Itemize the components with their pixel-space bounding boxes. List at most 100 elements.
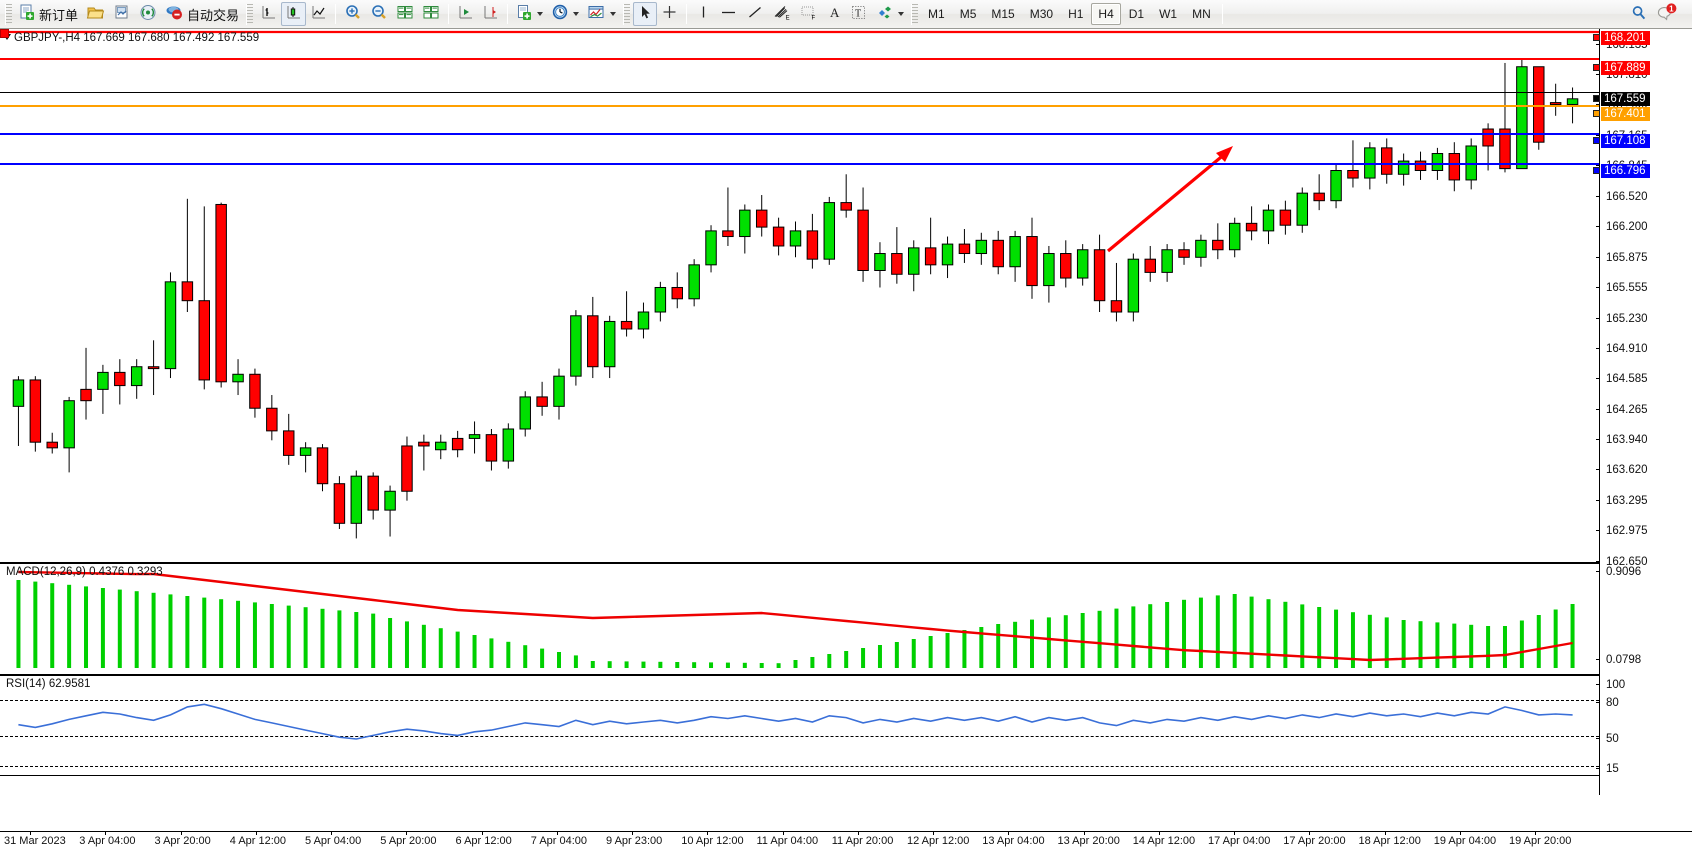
- price-tag-handle[interactable]: [1593, 166, 1600, 174]
- price-tick: 162.650: [1596, 556, 1648, 569]
- rsi-line: [18, 703, 1573, 740]
- level-line-167559[interactable]: [0, 92, 1599, 93]
- crosshair-button[interactable]: [657, 2, 682, 26]
- macd-bar: [725, 662, 730, 668]
- timeframe-d1[interactable]: D1: [1128, 7, 1145, 21]
- price-tag-168201[interactable]: 168.201: [1593, 31, 1650, 46]
- toolbar-grip-tools[interactable]: [623, 3, 631, 25]
- panel-divider-macd[interactable]: [0, 562, 1692, 564]
- folder-button[interactable]: [82, 2, 109, 26]
- panel-divider-rsi[interactable]: [0, 674, 1692, 676]
- price-tag-166796[interactable]: 166.796: [1593, 163, 1650, 178]
- price-tag-167401[interactable]: 167.401: [1593, 106, 1650, 121]
- timeframe-m5[interactable]: M5: [959, 7, 977, 21]
- macd-bar: [33, 581, 38, 668]
- timeframe-m1[interactable]: M1: [928, 7, 945, 21]
- price-tag-167108[interactable]: 167.108: [1593, 134, 1650, 149]
- chart-corner-marker[interactable]: [0, 29, 9, 38]
- chart-shift-button[interactable]: [478, 2, 503, 26]
- timeframe-m15[interactable]: M15: [991, 7, 1015, 21]
- level-line-167108[interactable]: [0, 133, 1599, 135]
- macd-bar: [219, 599, 224, 668]
- trendline-button[interactable]: [742, 2, 768, 26]
- price-panel[interactable]: GBPJPY-,H4 167.669 167.680 167.492 167.5…: [0, 29, 1692, 562]
- shapes-caret-icon[interactable]: [898, 12, 905, 16]
- time-axis-label: 3 Apr 04:00: [79, 835, 136, 847]
- price-tick-label: 165.875: [1606, 251, 1648, 264]
- chart-area[interactable]: GBPJPY-,H4 167.669 167.680 167.492 167.5…: [0, 29, 1692, 851]
- trendline-icon: [746, 4, 764, 24]
- level-line-166796[interactable]: [0, 163, 1599, 165]
- bar-chart-button[interactable]: [256, 2, 281, 26]
- toolbar-grip-periods[interactable]: [911, 3, 919, 25]
- print-preview-button[interactable]: [109, 2, 135, 26]
- price-tag-handle[interactable]: [1593, 94, 1600, 102]
- period-caret-icon[interactable]: [573, 12, 580, 16]
- macd-bar: [1165, 602, 1170, 668]
- add-indicator-button[interactable]: [512, 2, 547, 26]
- price-tag-handle[interactable]: [1593, 34, 1600, 42]
- macd-panel[interactable]: MACD(12,26,9) 0.4376 0.3293: [0, 564, 1692, 674]
- price-tick-label: 164.910: [1606, 342, 1648, 355]
- signal-button[interactable]: [135, 2, 161, 26]
- price-tag-handle[interactable]: [1593, 63, 1600, 71]
- level-line-167889[interactable]: [0, 58, 1599, 60]
- time-axis-label: 5 Apr 04:00: [305, 835, 362, 847]
- macd-bar: [1502, 626, 1507, 668]
- candle-body: [739, 209, 751, 238]
- level-line-168201[interactable]: [0, 31, 1599, 33]
- autotrading-button[interactable]: 自动交易: [161, 2, 243, 26]
- period-button[interactable]: [547, 2, 583, 26]
- zoom-out-button[interactable]: [366, 2, 392, 26]
- notifications-button[interactable]: 1: [1652, 2, 1682, 26]
- timeframe-h4[interactable]: H4: [1091, 3, 1121, 25]
- level-line-167401[interactable]: [0, 105, 1599, 107]
- timeframe-h1[interactable]: H1: [1068, 7, 1084, 21]
- timeframe-m30[interactable]: M30: [1029, 7, 1054, 21]
- templates-button[interactable]: [583, 2, 620, 26]
- svg-text:T: T: [855, 9, 861, 20]
- candlestick-chart-button[interactable]: [281, 2, 307, 26]
- tile-windows-button-2[interactable]: [418, 2, 444, 26]
- bullish-arrow[interactable]: [1106, 146, 1233, 253]
- tile-windows-button[interactable]: [392, 2, 418, 26]
- timeframe-mn[interactable]: MN: [1192, 7, 1211, 21]
- time-axis-label: 13 Apr 20:00: [1057, 835, 1120, 847]
- cursor-button[interactable]: [633, 2, 658, 26]
- rsi-level-15: [0, 766, 1599, 767]
- shapes-button[interactable]: [871, 2, 908, 26]
- macd-bar: [202, 597, 207, 668]
- auto-scroll-button[interactable]: [453, 2, 478, 26]
- price-axis[interactable]: 168.135167.810167.490167.165166.845166.5…: [1593, 29, 1692, 795]
- candle-body: [874, 253, 886, 272]
- equidistant-channel-button[interactable]: F: [795, 2, 822, 26]
- price-tag-167889[interactable]: 167.889: [1593, 60, 1650, 75]
- rsi-panel[interactable]: RSI(14) 62.9581: [0, 676, 1692, 775]
- templates-caret-icon[interactable]: [610, 12, 617, 16]
- shapes-icon: [875, 4, 894, 24]
- macd-bar: [388, 618, 393, 668]
- vertical-line-button[interactable]: [691, 2, 715, 26]
- macd-bar: [573, 655, 578, 668]
- zoom-in-button[interactable]: [340, 2, 366, 26]
- toolbar-grip-standard[interactable]: [5, 3, 12, 25]
- search-button[interactable]: [1626, 2, 1652, 26]
- toolbar-grip-charts[interactable]: [246, 3, 254, 25]
- timeframe-w1[interactable]: W1: [1159, 7, 1178, 21]
- horizontal-line-button[interactable]: [715, 2, 742, 26]
- candle-body: [1431, 153, 1444, 172]
- add-indicator-caret-icon[interactable]: [537, 12, 544, 16]
- fibonacci-button[interactable]: E: [768, 2, 795, 26]
- macd-bar: [67, 584, 72, 668]
- macd-bar: [658, 661, 663, 668]
- price-tag-167559[interactable]: 167.559: [1593, 91, 1650, 106]
- time-axis[interactable]: 31 Mar 2023 3 Apr 04:00 3 Apr 20:00 4 Apr 1…: [0, 831, 1692, 851]
- candle-body: [840, 202, 852, 211]
- price-tag-handle[interactable]: [1593, 137, 1600, 145]
- price-tag-handle[interactable]: [1593, 109, 1600, 117]
- text-label-button[interactable]: T: [846, 2, 871, 26]
- text-button[interactable]: A: [822, 2, 846, 26]
- new-order-button[interactable]: 新订单: [15, 2, 82, 26]
- line-chart-button[interactable]: [306, 2, 331, 26]
- panel-divider-bottom[interactable]: [0, 775, 1692, 776]
